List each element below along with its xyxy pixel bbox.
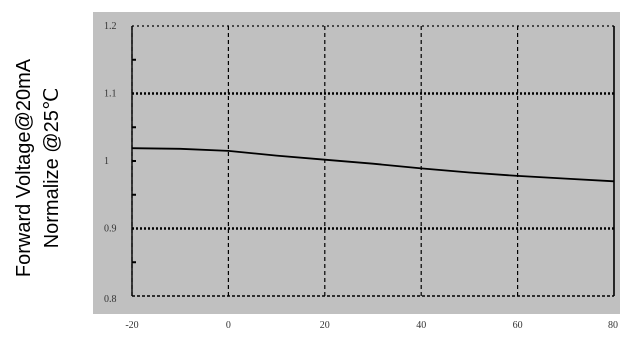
minor-ticks — [132, 58, 136, 264]
x-tick-label: 60 — [513, 320, 523, 331]
x-tick-label: -20 — [125, 320, 138, 331]
y-axis-title-line-1: Forward Voltage@20mA — [13, 58, 35, 277]
y-axis-title-line-2: Normalize @25℃ — [41, 88, 63, 249]
x-tick-label: 40 — [416, 320, 426, 331]
y-tick-label: 0.8 — [104, 294, 117, 305]
y-tick-label: 1.1 — [104, 89, 117, 100]
x-tick-label: 20 — [320, 320, 330, 331]
y-tick-labels: 1.2 1.1 1 0.9 0.8 — [104, 21, 117, 305]
y-tick-label: 1.2 — [104, 21, 117, 32]
series-line — [131, 147, 615, 183]
y-tick-label: 0.9 — [104, 224, 117, 235]
x-tick-label: 0 — [226, 320, 231, 331]
series — [131, 147, 615, 183]
y-axis-title: Forward Voltage@20mA Normalize @25℃ — [13, 58, 63, 277]
y-tick-label: 1 — [104, 156, 109, 167]
x-tick-labels: -20 0 20 40 60 80 — [125, 320, 618, 331]
x-tick-label: 80 — [608, 320, 618, 331]
